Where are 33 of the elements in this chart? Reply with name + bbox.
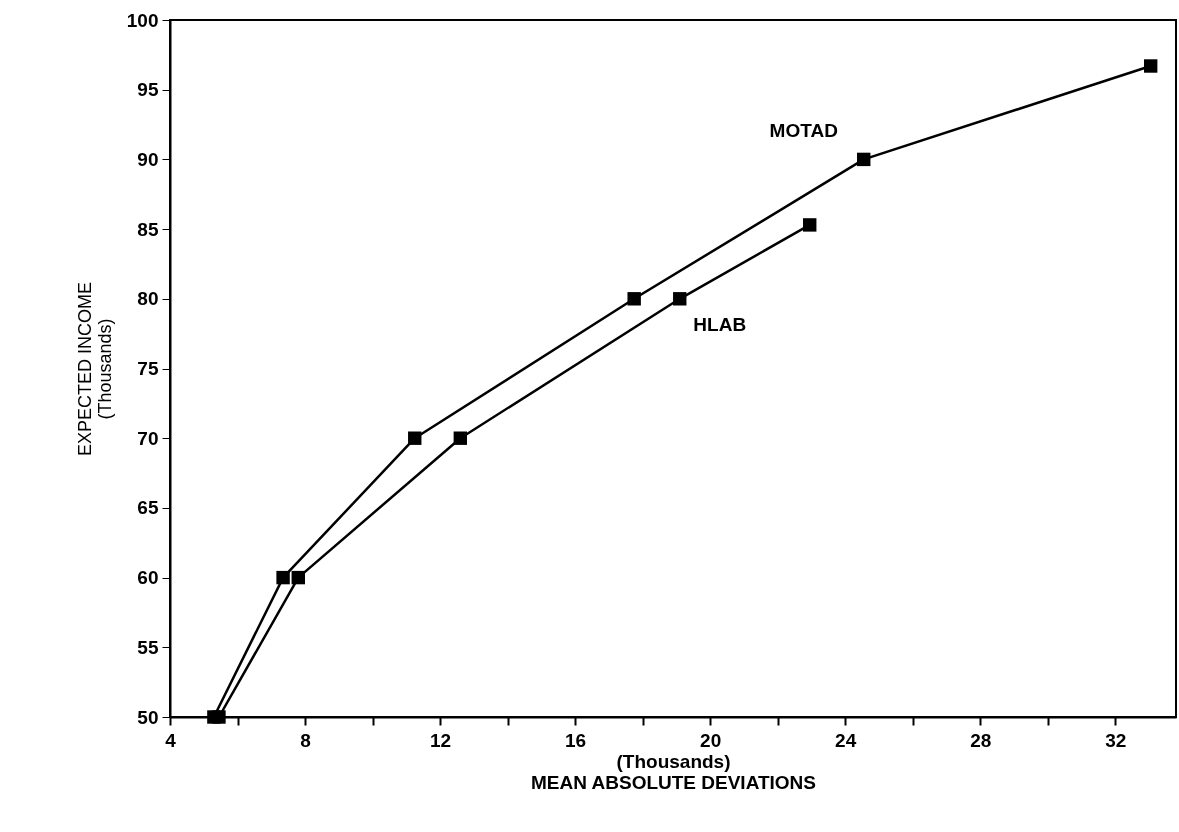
y-tick-label: 100	[126, 9, 159, 31]
y-tick-label: 75	[137, 358, 159, 379]
x-axis-title: (Thousands) MEAN ABSOLUTE DEVIATIONS	[530, 750, 817, 793]
point	[276, 570, 290, 585]
y-tick-label: 95	[137, 79, 159, 101]
y-tick-label: 55	[137, 636, 159, 658]
point	[857, 152, 871, 167]
y-tick-label: 65	[137, 497, 159, 519]
y-axis-title: EXPECTED INCOME (Thousands)	[74, 281, 115, 457]
x-tick-label: 32	[1105, 729, 1127, 751]
point	[291, 570, 305, 585]
point	[627, 292, 641, 306]
x-tick-label: 16	[565, 729, 587, 751]
y-tick-label: 80	[137, 288, 159, 310]
y-tick-label: 90	[137, 148, 159, 170]
y-tick-label: 70	[137, 427, 159, 449]
point	[453, 431, 468, 445]
point	[408, 431, 422, 445]
x-tick-label: 4	[165, 729, 177, 751]
x-tick-label: 8	[300, 729, 311, 751]
point	[673, 292, 687, 306]
x-tick-label: 20	[700, 729, 722, 751]
x-tick-label: 24	[835, 729, 857, 751]
series-label: HLAB	[693, 313, 747, 335]
y-tick-label: 85	[137, 218, 159, 240]
series-label: MOTAD	[769, 120, 838, 142]
point	[1143, 59, 1158, 73]
y-tick-label: 50	[137, 706, 159, 728]
y-tick-label: 60	[137, 567, 159, 589]
point	[212, 710, 226, 724]
x-tick-label: 12	[430, 729, 452, 751]
point	[803, 218, 817, 232]
x-tick-label: 28	[970, 729, 992, 751]
